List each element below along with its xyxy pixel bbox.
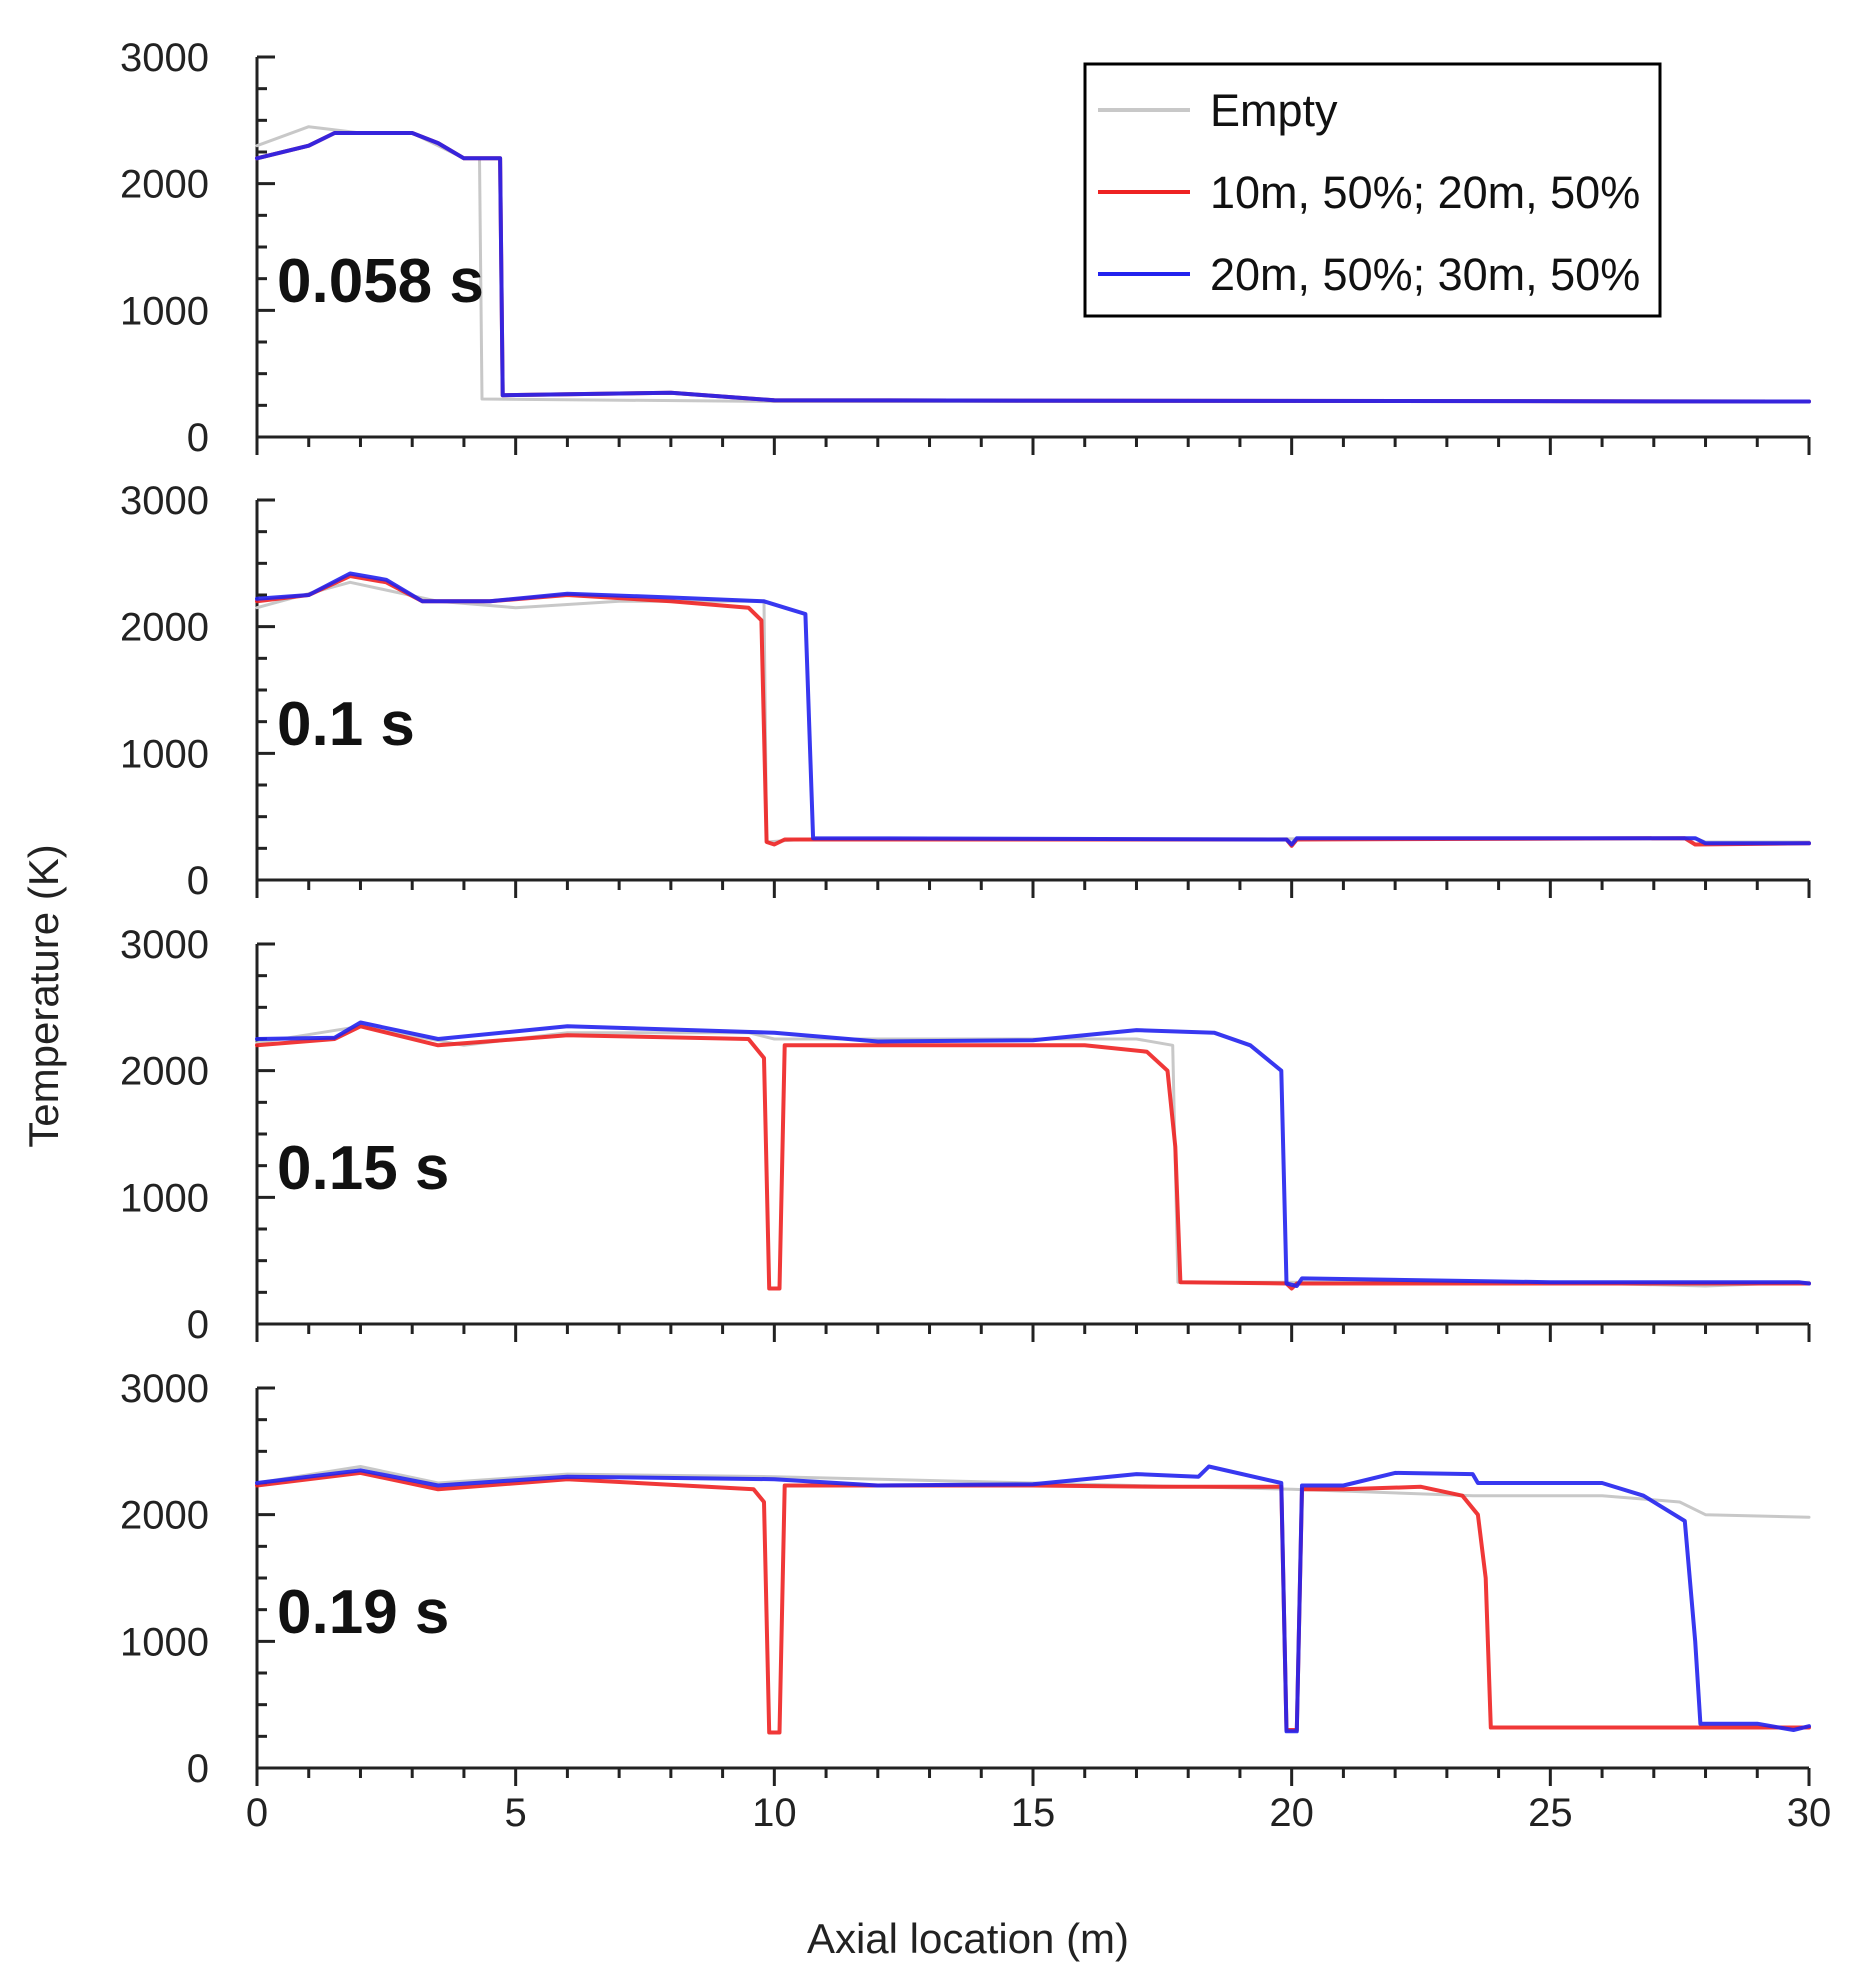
panel: 0 1000 2000 3000 0 5 10 15 20 25 30 0.19 s [120,1367,1831,1835]
x-tick-label: 10 [752,1791,797,1835]
y-tick-label: 0 [187,1303,209,1347]
legend-label: 20m, 50%; 30m, 50% [1210,249,1640,300]
y-tick-label: 2000 [120,1494,209,1538]
y-axis-title: Temperature (K) [20,844,67,1147]
series-line [255,1465,1811,1519]
y-tick-label: 2000 [120,163,209,207]
series-line [255,131,1811,404]
x-tick-label: 15 [1011,1791,1056,1835]
y-tick-label: 1000 [120,289,209,333]
x-tick-label: 5 [505,1791,527,1835]
y-tick-label: 3000 [120,1367,209,1411]
x-tick-label: 0 [246,1791,268,1835]
y-tick-label: 1000 [120,1620,209,1664]
y-tick-label: 2000 [120,1050,209,1094]
legend: Empty 10m, 50%; 20m, 50% 20m, 50%; 30m, 50… [1083,62,1662,318]
y-tick-label: 1000 [120,1176,209,1220]
x-tick-label: 30 [1787,1791,1832,1835]
y-tick-label: 3000 [120,923,209,967]
y-tick-label: 3000 [120,479,209,523]
panel-time-label: 0.15 s [277,1134,449,1203]
y-tick-label: 0 [187,859,209,903]
x-tick-label: 25 [1528,1791,1573,1835]
series-line [255,1024,1811,1291]
series-line [255,571,1811,847]
panel: 0 1000 2000 3000 0.058 s [120,36,1811,460]
series-line [255,1024,1811,1288]
y-tick-label: 1000 [120,732,209,776]
series-line [255,1464,1811,1734]
series-line [255,1020,1811,1288]
y-tick-label: 0 [187,416,209,460]
series-line [255,1470,1811,1735]
y-tick-label: 2000 [120,606,209,650]
panel: 0 1000 2000 3000 0.1 s [120,479,1811,903]
y-tick-label: 0 [187,1747,209,1791]
y-tick-label: 3000 [120,36,209,80]
series-line [255,580,1811,844]
panel-time-label: 0.1 s [277,690,415,759]
legend-label: Empty [1210,85,1338,136]
panel-time-label: 0.19 s [277,1578,449,1647]
series-line [255,574,1811,848]
x-axis-title: Axial location (m) [807,1915,1129,1962]
panel-time-label: 0.058 s [277,247,484,316]
x-tick-label: 20 [1269,1791,1314,1835]
legend-label: 10m, 50%; 20m, 50% [1210,167,1640,218]
panel: 0 1000 2000 3000 0.15 s [120,923,1811,1347]
